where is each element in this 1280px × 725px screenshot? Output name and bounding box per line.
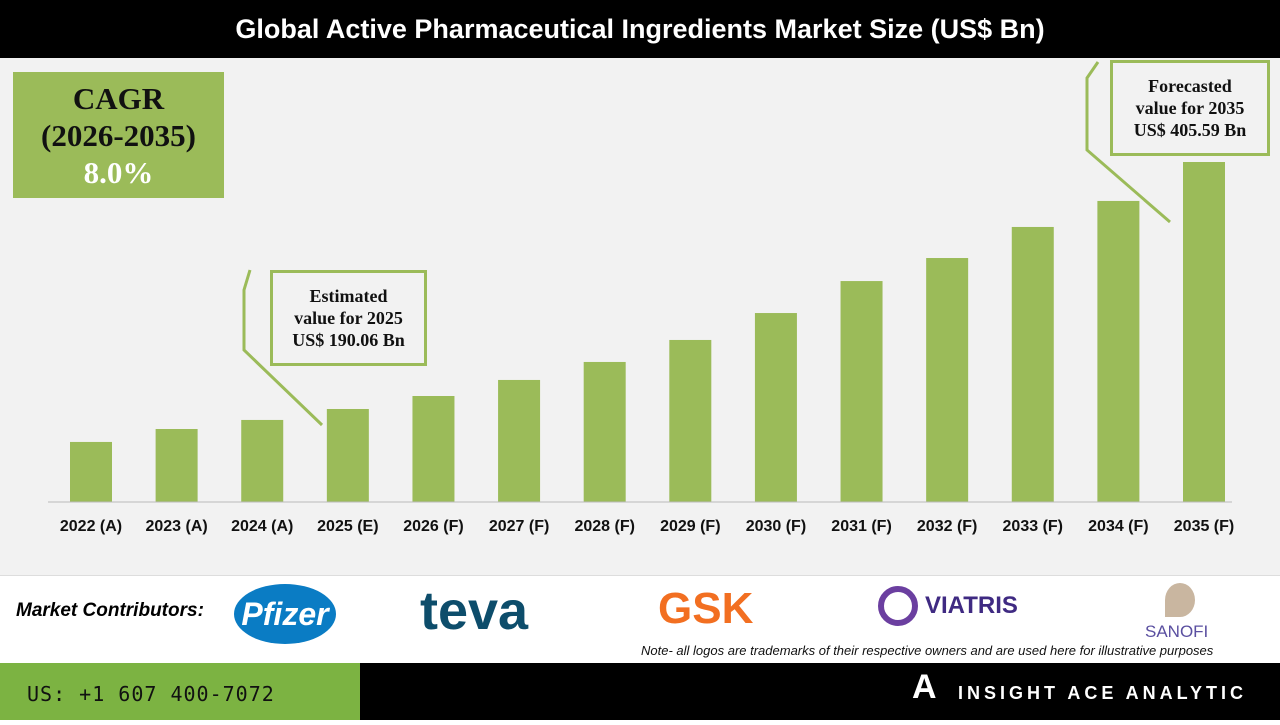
chart-title: Global Active Pharmaceutical Ingredients… [0, 0, 1280, 58]
contributors-label: Market Contributors: [16, 600, 204, 621]
bar [1097, 200, 1140, 502]
x-tick-label: 2033 (F) [1003, 518, 1063, 535]
bar-chart: 2022 (A) 2023 (A) 2024 (A) 2025 (E) 2026 (F)… [48, 61, 1234, 535]
teva-logo: teva [420, 581, 529, 641]
x-tick-label: 2022 (A) [60, 518, 122, 535]
bar [583, 361, 626, 502]
phone-number: US: +1 607 400-7072 [0, 663, 360, 720]
cagr-box: CAGR (2026-2035) 8.0% [13, 72, 224, 198]
sanofi-logo: SANOFI [1145, 622, 1209, 641]
pfizer-logo: Pfizer [234, 584, 336, 644]
x-tick-label: 2024 (A) [231, 518, 293, 535]
bar [155, 429, 198, 502]
cagr-value: 8.0% [83, 155, 154, 190]
viatris-globe-icon [878, 586, 918, 626]
x-tick-label: 2028 (F) [574, 518, 634, 535]
bar [326, 408, 369, 502]
x-tick-label: 2031 (F) [831, 518, 891, 535]
bar [498, 379, 541, 502]
callout-line: value for 2035 [1135, 98, 1245, 118]
bar [70, 441, 112, 502]
bar [754, 313, 797, 502]
x-tick-label: 2027 (F) [489, 518, 549, 535]
viatris-logo: VIATRIS [925, 592, 1018, 619]
bar [1011, 226, 1054, 502]
bar [669, 339, 712, 502]
brand-name: INSIGHT ACE ANALYTIC [958, 683, 1248, 703]
x-tick-label: 2023 (A) [145, 518, 207, 535]
x-tick-label: 2026 (F) [403, 518, 463, 535]
callout-line: Estimated [309, 286, 388, 306]
cagr-period: (2026-2035) [41, 118, 196, 153]
callout-line: Forecasted [1148, 76, 1232, 96]
x-tick-label: 2030 (F) [746, 518, 806, 535]
x-tick-label: 2034 (F) [1088, 518, 1148, 535]
bar [1183, 162, 1225, 502]
callout-line: US$ 405.59 Bn [1133, 120, 1247, 140]
bar [412, 395, 455, 502]
bar [840, 281, 883, 502]
x-tick-label: 2032 (F) [917, 518, 977, 535]
cagr-label: CAGR [72, 81, 165, 116]
x-tick-label: 2029 (F) [660, 518, 720, 535]
callout-line: US$ 190.06 Bn [292, 330, 405, 350]
callout-line: value for 2025 [294, 308, 403, 328]
estimated-callout: Estimated value for 2025 US$ 190.06 Bn [270, 270, 427, 366]
forecasted-connector [1085, 61, 1171, 224]
gsk-logo: GSK [658, 584, 754, 633]
forecasted-callout: Forecasted value for 2035 US$ 405.59 Bn [1110, 60, 1270, 156]
brand-logo-icon: A [912, 668, 937, 706]
bar [241, 419, 284, 502]
logo-disclaimer: Note- all logos are trademarks of their … [641, 643, 1214, 658]
x-tick-label: 2035 (F) [1174, 518, 1234, 535]
bar [926, 258, 969, 502]
brand-bar [360, 663, 1280, 720]
estimated-connector [242, 269, 324, 427]
sanofi-symbol-icon [1165, 583, 1195, 617]
x-tick-label: 2025 (E) [317, 518, 378, 535]
